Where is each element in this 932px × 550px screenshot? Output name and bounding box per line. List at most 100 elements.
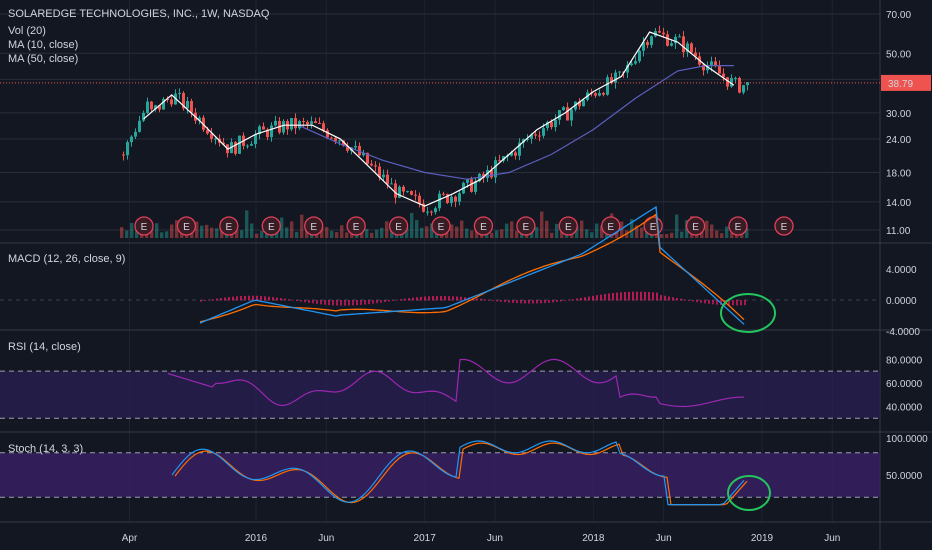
price-candle xyxy=(594,93,597,96)
price-candle xyxy=(238,135,241,154)
price-candle xyxy=(734,77,737,79)
price-candle xyxy=(138,120,141,132)
price-candle xyxy=(254,134,257,145)
earnings-event-marker[interactable] xyxy=(134,216,154,236)
earnings-event-marker[interactable] xyxy=(261,216,281,236)
earnings-event-marker[interactable] xyxy=(774,216,794,236)
volume-bar xyxy=(605,232,609,238)
macd-histogram-bar xyxy=(376,300,378,304)
volume-bar xyxy=(535,227,539,238)
macd-histogram-bar xyxy=(540,300,542,304)
volume-bar xyxy=(575,225,579,238)
macd-histogram-bar xyxy=(516,300,518,304)
macd-histogram-bar xyxy=(568,299,570,301)
price-candle xyxy=(674,36,677,44)
price-candle xyxy=(170,99,173,105)
macd-histogram-bar xyxy=(508,300,510,303)
earnings-event-label: E xyxy=(141,222,148,233)
volume-bar xyxy=(585,229,589,238)
price-candle xyxy=(474,181,477,192)
price-candle xyxy=(190,101,193,113)
price-tick-label: 30.00 xyxy=(886,109,911,120)
macd-histogram-bar xyxy=(428,296,430,301)
macd-histogram-bar xyxy=(536,300,538,304)
earnings-event-marker[interactable] xyxy=(685,216,706,236)
price-candle xyxy=(342,140,345,146)
price-candle xyxy=(250,144,253,146)
macd-histogram-bar xyxy=(220,298,222,301)
price-candle xyxy=(378,166,381,178)
macd-histogram-bar xyxy=(392,300,394,301)
earnings-event-marker[interactable] xyxy=(558,216,578,236)
macd-histogram-bar xyxy=(476,298,478,301)
volume-bar xyxy=(635,225,639,238)
earnings-event-marker[interactable] xyxy=(431,216,451,236)
earnings-event-marker[interactable] xyxy=(473,216,494,236)
macd-histogram-bar xyxy=(688,300,690,301)
earnings-event-marker[interactable] xyxy=(176,216,197,236)
x-axis-label: Jun xyxy=(318,533,334,544)
price-candle xyxy=(290,118,293,130)
price-candle xyxy=(694,52,697,57)
macd-histogram-bar xyxy=(484,299,486,301)
price-candle xyxy=(130,136,133,143)
price-candle xyxy=(158,105,161,110)
earnings-event-marker[interactable] xyxy=(728,216,748,236)
volume-bar xyxy=(640,227,644,238)
earnings-event-label: E xyxy=(565,222,572,233)
stoch-k-line xyxy=(171,440,745,506)
volume-bar xyxy=(255,233,259,238)
price-candle xyxy=(670,43,673,46)
volume-bar xyxy=(405,228,409,238)
macd-histogram-bar xyxy=(744,300,746,306)
earnings-event-marker[interactable] xyxy=(219,216,239,236)
macd-tick-label: -4.0000 xyxy=(886,327,920,338)
macd-histogram-bar xyxy=(656,292,658,301)
volume-bar xyxy=(500,229,504,238)
price-candle xyxy=(414,194,417,196)
macd-histogram-bar xyxy=(716,300,718,305)
macd-histogram-bar xyxy=(364,300,366,305)
earnings-event-label: E xyxy=(692,222,699,233)
price-candle xyxy=(458,193,461,202)
stoch-highlight-ellipse xyxy=(727,475,771,511)
price-candle xyxy=(710,61,713,67)
price-candle xyxy=(726,77,729,87)
macd-histogram-bar xyxy=(572,299,574,301)
volume-bar xyxy=(300,214,304,238)
volume-bar xyxy=(510,221,514,238)
macd-histogram-bar xyxy=(420,296,422,301)
macd-histogram-bar xyxy=(736,300,738,306)
volume-bar xyxy=(150,226,154,238)
volume-bar xyxy=(430,223,434,238)
macd-histogram-bar xyxy=(412,297,414,301)
macd-histogram-bar xyxy=(328,300,330,306)
price-candle xyxy=(398,186,401,198)
earnings-event-marker[interactable] xyxy=(516,216,536,236)
earnings-event-marker[interactable] xyxy=(388,216,409,236)
price-candle xyxy=(746,82,749,86)
price-candle xyxy=(738,77,741,93)
price-candle xyxy=(630,63,633,66)
macd-histogram-bar xyxy=(212,299,214,301)
volume-bar xyxy=(340,225,344,238)
price-candle xyxy=(122,154,125,156)
volume-bar xyxy=(210,227,214,238)
macd-line xyxy=(199,205,745,325)
price-candle xyxy=(162,98,165,110)
price-candle xyxy=(682,36,685,53)
price-candle xyxy=(126,142,129,156)
macd-histogram-bar xyxy=(404,298,406,301)
earnings-event-marker[interactable] xyxy=(304,216,324,236)
macd-histogram-bar xyxy=(500,300,502,302)
price-candle xyxy=(662,32,665,35)
price-candle xyxy=(422,203,425,212)
macd-histogram-bar xyxy=(616,292,618,301)
price-candle xyxy=(330,137,333,139)
price-tick-label: 14.00 xyxy=(886,198,911,209)
macd-histogram-bar xyxy=(408,298,410,301)
volume-bar xyxy=(715,230,719,238)
macd-histogram-bar xyxy=(728,300,730,306)
earnings-event-marker[interactable] xyxy=(346,216,366,236)
